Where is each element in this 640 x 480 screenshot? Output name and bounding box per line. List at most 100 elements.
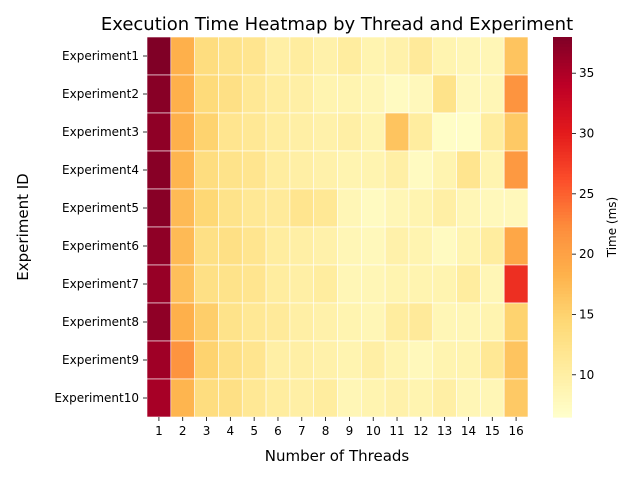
y-tick-label: Experiment8 bbox=[62, 315, 139, 329]
heatmap-cell bbox=[503, 264, 529, 304]
heatmap-cell bbox=[289, 36, 314, 76]
colorbar-segment bbox=[553, 163, 572, 168]
heatmap-cell bbox=[337, 340, 362, 380]
heatmap-cell bbox=[170, 36, 195, 76]
heatmap-cell bbox=[456, 188, 481, 228]
colorbar-segment bbox=[553, 214, 572, 219]
colorbar-segment bbox=[553, 84, 572, 89]
colorbar-segment bbox=[553, 353, 572, 358]
y-tick-label: Experiment5 bbox=[62, 201, 139, 215]
heatmap-cell bbox=[384, 36, 410, 76]
heatmap-cell bbox=[432, 112, 457, 152]
colorbar-segment bbox=[553, 56, 572, 60]
x-tick-label: 13 bbox=[437, 424, 452, 438]
heatmap-cell bbox=[408, 150, 434, 190]
x-tick-label: 2 bbox=[179, 424, 187, 438]
heatmap-cell bbox=[408, 36, 434, 76]
heatmap-cell bbox=[241, 150, 267, 190]
colorbar-segment bbox=[553, 363, 572, 367]
heatmap-cell bbox=[194, 340, 219, 380]
colorbar-segment bbox=[553, 277, 572, 282]
colorbar-segment bbox=[553, 52, 572, 57]
heatmap-cell bbox=[146, 226, 172, 266]
heatmap-cell bbox=[146, 264, 172, 304]
colorbar-segment bbox=[553, 103, 572, 108]
heatmap-cell bbox=[218, 226, 243, 266]
heatmap-cell bbox=[432, 150, 457, 190]
heatmap-cell bbox=[480, 36, 505, 76]
colorbar-segment bbox=[553, 372, 572, 377]
colorbar-segment bbox=[553, 135, 572, 139]
colorbar-segment bbox=[553, 179, 572, 184]
colorbar: 10 15 20 25 30 35 bbox=[553, 37, 594, 418]
heatmap-cell bbox=[432, 74, 457, 114]
colorbar-label: Time (ms) bbox=[605, 197, 619, 259]
colorbar-segment bbox=[553, 43, 572, 48]
y-tick-label: Experiment3 bbox=[62, 125, 139, 139]
heatmap-cell bbox=[170, 74, 195, 114]
heatmap-cell bbox=[241, 340, 267, 380]
heatmap-cell bbox=[361, 264, 386, 304]
colorbar-segment bbox=[553, 119, 572, 124]
heatmap-cell bbox=[241, 378, 267, 418]
colorbar-segment bbox=[553, 78, 572, 82]
heatmap-cell bbox=[432, 226, 457, 266]
heatmap-cell bbox=[194, 378, 219, 418]
colorbar-segment bbox=[553, 322, 572, 326]
heatmap-cell bbox=[146, 340, 172, 380]
colorbar-segment bbox=[553, 407, 572, 412]
colorbar-segment bbox=[553, 109, 572, 114]
heatmap-cell bbox=[432, 378, 457, 418]
colorbar-segment bbox=[553, 132, 572, 136]
heatmap-cell bbox=[361, 340, 386, 380]
heatmap-cell bbox=[170, 188, 195, 228]
x-tick-label: 6 bbox=[274, 424, 282, 438]
y-tick-label: Experiment7 bbox=[62, 277, 139, 291]
heatmap-cell bbox=[408, 340, 434, 380]
heatmap-cell bbox=[384, 226, 410, 266]
colorbar-segment bbox=[553, 239, 572, 244]
colorbar-segment bbox=[553, 382, 572, 386]
colorbar-segment bbox=[553, 81, 572, 86]
y-tick-label: Experiment10 bbox=[54, 391, 139, 405]
colorbar-segment bbox=[553, 211, 572, 215]
heatmap-cell bbox=[170, 340, 195, 380]
heatmap-cell bbox=[170, 302, 195, 342]
colorbar-segment bbox=[553, 68, 572, 73]
x-tick-label: 14 bbox=[461, 424, 476, 438]
heatmap-cell bbox=[218, 150, 243, 190]
heatmap-cell bbox=[456, 264, 481, 304]
colorbar-segment bbox=[553, 113, 572, 117]
colorbar-segment bbox=[553, 344, 572, 348]
x-tick-label: 16 bbox=[508, 424, 523, 438]
colorbar-segment bbox=[553, 369, 572, 374]
colorbar-segment bbox=[553, 284, 572, 288]
heatmap-cell bbox=[337, 150, 362, 190]
colorbar-segment bbox=[553, 128, 572, 133]
heatmap-cell bbox=[361, 150, 386, 190]
y-tick-label: Experiment6 bbox=[62, 239, 139, 253]
heatmap-cell bbox=[313, 226, 338, 266]
heatmap-cell bbox=[289, 340, 314, 380]
colorbar-segment bbox=[553, 404, 572, 409]
colorbar-segment bbox=[553, 204, 572, 209]
heatmap-cell bbox=[289, 302, 314, 342]
colorbar-segment bbox=[553, 315, 572, 320]
heatmap-cell bbox=[337, 112, 362, 152]
colorbar-segment bbox=[553, 40, 572, 44]
heatmap-cell bbox=[503, 36, 529, 76]
heatmap-cell bbox=[194, 302, 219, 342]
colorbar-segment bbox=[553, 90, 572, 95]
colorbar-segment bbox=[553, 334, 572, 339]
colorbar-segment bbox=[553, 182, 572, 187]
heatmap-cell bbox=[384, 188, 410, 228]
heatmap-cell bbox=[480, 378, 505, 418]
heatmap-cell bbox=[384, 340, 410, 380]
colorbar-segment bbox=[553, 366, 572, 371]
colorbar-tick-label: 35 bbox=[579, 66, 594, 80]
colorbar-segment bbox=[553, 252, 572, 257]
colorbar-segment bbox=[553, 398, 572, 402]
heatmap-cell bbox=[432, 340, 457, 380]
heatmap-cell bbox=[503, 226, 529, 266]
heatmap-cell bbox=[146, 112, 172, 152]
